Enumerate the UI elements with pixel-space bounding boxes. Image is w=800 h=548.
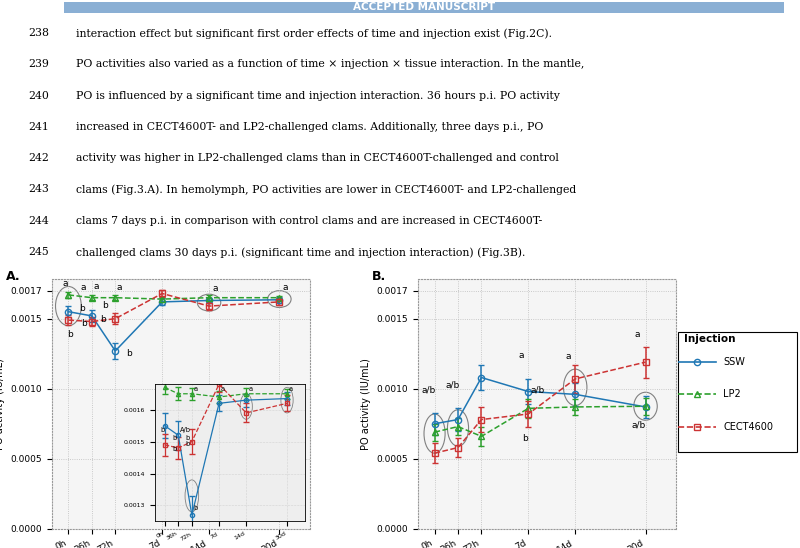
Text: PO is influenced by a significant time and injection interaction. 36 hours p.i. : PO is influenced by a significant time a… <box>76 90 560 100</box>
FancyBboxPatch shape <box>64 2 784 13</box>
Text: a: a <box>519 351 525 360</box>
Text: a: a <box>80 283 86 292</box>
Text: a/b: a/b <box>631 421 646 430</box>
Text: b: b <box>82 319 87 328</box>
Text: a: a <box>93 282 98 290</box>
Text: challenged clams 30 days p.i. (significant time and injection interaction) (Fig.: challenged clams 30 days p.i. (significa… <box>76 247 526 258</box>
Text: b: b <box>522 433 528 443</box>
Text: Injection: Injection <box>684 334 736 344</box>
Text: increased in CECT4600T- and LP2-challenged clams. Additionally, three days p.i.,: increased in CECT4600T- and LP2-challeng… <box>76 122 543 132</box>
Text: activity was higher in LP2-challenged clams than in CECT4600T-challenged and con: activity was higher in LP2-challenged cl… <box>76 153 559 163</box>
Text: b: b <box>126 349 131 358</box>
Text: b: b <box>79 304 85 313</box>
Text: SSW: SSW <box>723 357 746 367</box>
Text: a: a <box>213 284 218 294</box>
Text: a: a <box>283 283 288 292</box>
Y-axis label: PO activity (IU/mL): PO activity (IU/mL) <box>362 358 371 450</box>
Text: 244: 244 <box>28 216 49 226</box>
Text: a: a <box>635 330 641 339</box>
Text: 239: 239 <box>28 59 49 69</box>
Text: a/b: a/b <box>530 386 545 395</box>
Text: a/b: a/b <box>445 380 459 389</box>
Text: clams 7 days p.i. in comparison with control clams and are increased in CECT4600: clams 7 days p.i. in comparison with con… <box>76 216 542 226</box>
Text: A.: A. <box>6 270 20 283</box>
Text: CECT4600: CECT4600 <box>723 422 774 432</box>
Text: 243: 243 <box>28 185 49 195</box>
Text: ACCEPTED MANUSCRIPT: ACCEPTED MANUSCRIPT <box>353 2 495 12</box>
Text: b: b <box>100 315 106 324</box>
Text: b: b <box>67 330 73 339</box>
Text: a: a <box>62 279 68 288</box>
FancyBboxPatch shape <box>678 332 797 452</box>
Text: LP2: LP2 <box>723 389 741 399</box>
Text: B.: B. <box>372 270 386 283</box>
Text: clams (Fig.3.A). In hemolymph, PO activities are lower in CECT4600T- and LP2-cha: clams (Fig.3.A). In hemolymph, PO activi… <box>76 185 576 195</box>
Text: 238: 238 <box>28 28 49 38</box>
Text: a: a <box>117 283 122 292</box>
Text: 242: 242 <box>28 153 49 163</box>
Text: 245: 245 <box>28 247 49 257</box>
Y-axis label: PO activity (IU/mL): PO activity (IU/mL) <box>0 358 5 450</box>
Text: a: a <box>566 352 571 361</box>
Text: 241: 241 <box>28 122 49 132</box>
Text: interaction effect but significant first order effects of time and injection exi: interaction effect but significant first… <box>76 28 552 38</box>
Text: PO activities also varied as a function of time × injection × tissue interaction: PO activities also varied as a function … <box>76 59 584 69</box>
Text: a/b: a/b <box>422 386 436 395</box>
Text: 240: 240 <box>28 90 49 100</box>
Text: b: b <box>102 301 108 310</box>
